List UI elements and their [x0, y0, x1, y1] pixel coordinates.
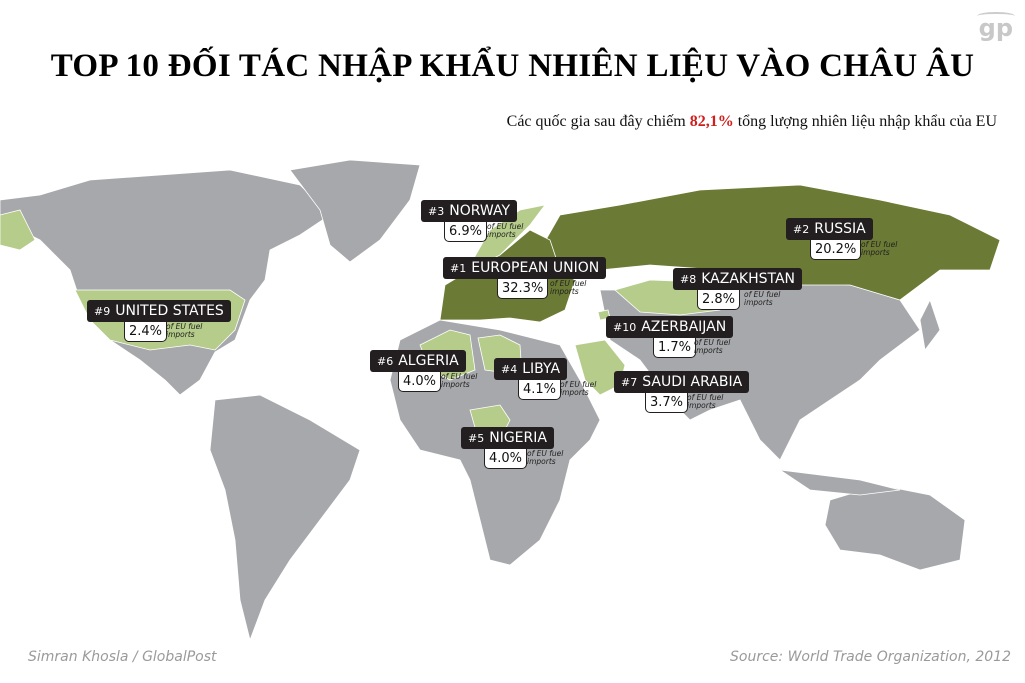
rank: #10	[613, 321, 637, 334]
rank: #5	[468, 432, 485, 445]
rank: #6	[377, 355, 394, 368]
country-name: SAUDI ARABIA	[642, 374, 743, 390]
globalpost-logo: gp	[976, 12, 1016, 42]
subtitle: Các quốc gia sau đây chiếm 82,1% tổng lư…	[507, 113, 997, 131]
country-name: LIBYA	[522, 361, 561, 377]
country-name: EUROPEAN UNION	[471, 260, 600, 276]
greenland	[289, 159, 421, 263]
subtitle-highlight: 82,1%	[689, 113, 734, 130]
south-america	[209, 394, 361, 642]
country-name: ALGERIA	[398, 353, 459, 369]
share-note: of EU fuel imports	[441, 372, 478, 389]
share-value: 1.7%	[653, 338, 697, 358]
australia	[824, 484, 966, 571]
share-value: 2.8%	[697, 290, 741, 310]
country-name: NORWAY	[449, 203, 510, 219]
share-value: 32.3%	[497, 279, 549, 299]
label-united-states: #9 UNITED STATES 2.4% of EU fuel imports	[87, 300, 231, 342]
country-name: NIGERIA	[489, 430, 547, 446]
share-note: of EU fuel imports	[166, 322, 203, 339]
japan	[919, 298, 941, 351]
label-algeria: #6 ALGERIA 4.0% of EU fuel imports	[370, 350, 477, 392]
rank: #3	[428, 205, 445, 218]
share-note: of EU fuel imports	[861, 240, 898, 257]
share-note: of EU fuel imports	[487, 222, 524, 239]
rank: #1	[450, 262, 467, 275]
country-name: KAZAKHSTAN	[701, 271, 796, 287]
share-note: of EU fuel imports	[550, 279, 587, 296]
rank: #8	[680, 273, 697, 286]
label-libya: #4 LIBYA 4.1% of EU fuel imports	[494, 358, 596, 400]
country-name: RUSSIA	[814, 221, 866, 237]
page-title: TOP 10 ĐỐI TÁC NHẬP KHẨU NHIÊN LIỆU VÀO …	[50, 48, 975, 84]
subtitle-text-end: tổng lượng nhiên liệu nhập khẩu của EU	[733, 113, 997, 130]
share-value: 2.4%	[124, 322, 168, 342]
rank: #2	[793, 223, 810, 236]
indonesia	[779, 469, 901, 496]
share-value: 20.2%	[810, 240, 862, 260]
share-value: 4.0%	[484, 449, 528, 469]
rank: #9	[94, 305, 111, 318]
label-azerbaijan: #10 AZERBAIJAN 1.7% of EU fuel imports	[606, 316, 734, 358]
russia-region	[539, 184, 1001, 301]
share-value: 6.9%	[444, 222, 488, 242]
rank: #7	[621, 376, 638, 389]
share-note: of EU fuel imports	[527, 449, 564, 466]
label-european-union: #1 EUROPEAN UNION 32.3% of EU fuel import…	[443, 257, 607, 299]
share-note: of EU fuel imports	[744, 290, 781, 307]
north-america	[0, 169, 331, 396]
share-value: 4.1%	[518, 380, 562, 400]
country-name: UNITED STATES	[115, 303, 224, 319]
subtitle-text: Các quốc gia sau đây chiếm	[506, 113, 690, 130]
alaska-region	[0, 209, 36, 251]
label-nigeria: #5 NIGERIA 4.0% of EU fuel imports	[461, 427, 563, 469]
credit: Simran Khosla / GlobalPost	[28, 649, 217, 665]
share-note: of EU fuel imports	[687, 393, 724, 410]
label-kazakhstan: #8 KAZAKHSTAN 2.8% of EU fuel imports	[673, 268, 803, 310]
share-value: 3.7%	[645, 393, 689, 413]
label-norway: #3 NORWAY 6.9% of EU fuel imports	[421, 200, 523, 242]
source: Source: World Trade Organization, 2012	[730, 649, 1011, 665]
rank: #4	[501, 363, 518, 376]
label-saudi-arabia: #7 SAUDI ARABIA 3.7% of EU fuel imports	[614, 371, 750, 413]
label-russia: #2 RUSSIA 20.2% of EU fuel imports	[786, 218, 897, 260]
share-note: of EU fuel imports	[694, 338, 731, 355]
share-note: of EU fuel imports	[560, 380, 597, 397]
share-value: 4.0%	[398, 372, 442, 392]
country-name: AZERBAIJAN	[641, 319, 727, 335]
